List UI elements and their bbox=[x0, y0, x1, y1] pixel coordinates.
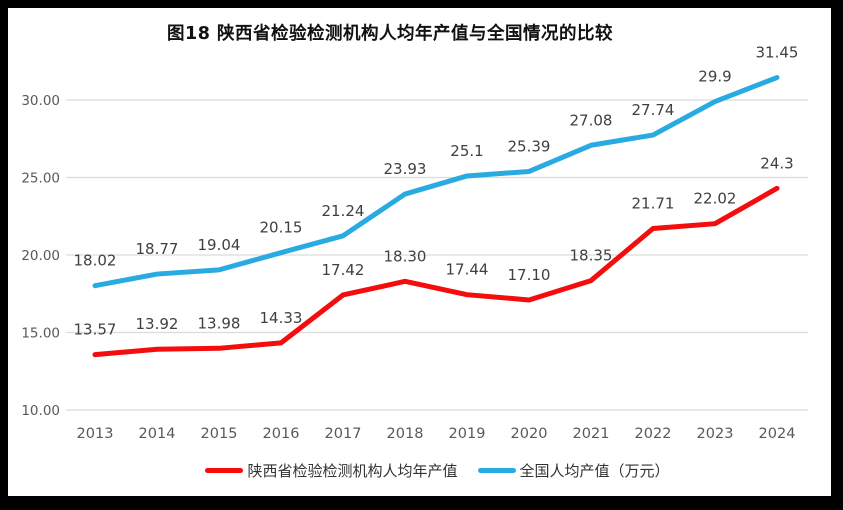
x-axis-tick-label: 2019 bbox=[449, 426, 486, 442]
shaanxi-series-swatch-icon bbox=[205, 468, 244, 473]
x-axis-tick-label: 2014 bbox=[139, 426, 176, 442]
shaanxi-series-line bbox=[92, 185, 780, 358]
data-point-label: 17.42 bbox=[322, 261, 365, 279]
x-axis-tick-label: 2023 bbox=[697, 426, 734, 442]
data-point-label: 17.44 bbox=[446, 261, 489, 279]
x-axis-tick-label: 2015 bbox=[201, 426, 238, 442]
data-point-label: 21.24 bbox=[322, 202, 365, 220]
data-point-label: 23.93 bbox=[384, 160, 427, 178]
data-point-label: 13.57 bbox=[74, 321, 117, 339]
legend-label-shaanxi: 陕西省检验检测机构人均年产值 bbox=[247, 462, 458, 480]
x-axis-tick-label: 2020 bbox=[511, 426, 548, 442]
data-point-label: 18.02 bbox=[74, 252, 117, 270]
data-point-label: 18.77 bbox=[136, 240, 179, 258]
chart-panel: 10.00 15.00 20.00 25.00 30.00 2013 2014 2015 201… bbox=[8, 8, 831, 496]
y-axis-tick-label: 15.00 bbox=[21, 326, 60, 342]
x-axis-tick-label: 2016 bbox=[263, 426, 300, 442]
x-axis-tick-label: 2017 bbox=[325, 426, 362, 442]
national-series-swatch-icon bbox=[477, 468, 516, 473]
chart-legend: 陕西省检验检测机构人均年产值 全国人均产值（万元） bbox=[8, 460, 831, 481]
data-point-label: 14.33 bbox=[260, 309, 303, 327]
legend-item-national: 全国人均产值（万元） bbox=[477, 460, 670, 481]
data-point-label: 13.92 bbox=[136, 315, 179, 333]
x-axis-tick-label: 2018 bbox=[387, 426, 424, 442]
data-point-label: 29.9 bbox=[698, 68, 731, 86]
data-point-label: 18.35 bbox=[570, 247, 613, 265]
data-point-label: 24.3 bbox=[760, 154, 793, 172]
x-axis-tick-label: 2021 bbox=[573, 426, 610, 442]
x-axis-tick-label: 2022 bbox=[635, 426, 672, 442]
y-axis-tick-label: 20.00 bbox=[21, 248, 60, 264]
data-point-label: 17.10 bbox=[508, 266, 551, 284]
chart-title: 图18 陕西省检验检测机构人均年产值与全国情况的比较 bbox=[167, 24, 613, 44]
line-chart: 10.00 15.00 20.00 25.00 30.00 2013 2014 2015 201… bbox=[21, 44, 808, 442]
data-point-label: 31.45 bbox=[756, 44, 799, 62]
legend-label-national: 全国人均产值（万元） bbox=[519, 462, 670, 480]
data-point-label: 25.1 bbox=[450, 142, 483, 160]
data-point-label: 18.30 bbox=[384, 247, 427, 265]
y-axis-tick-label: 10.00 bbox=[21, 403, 60, 419]
data-point-label: 13.98 bbox=[198, 314, 241, 332]
x-axis-tick-label: 2013 bbox=[77, 426, 114, 442]
data-point-label: 27.08 bbox=[570, 111, 613, 129]
data-point-label: 20.15 bbox=[260, 219, 303, 237]
data-point-label: 19.04 bbox=[198, 236, 241, 254]
y-axis-tick-label: 25.00 bbox=[21, 171, 60, 187]
x-axis-tick-label: 2024 bbox=[759, 426, 796, 442]
data-point-label: 21.71 bbox=[632, 194, 675, 212]
y-axis-tick-label: 30.00 bbox=[21, 93, 60, 109]
data-point-label: 25.39 bbox=[508, 137, 551, 155]
legend-item-shaanxi: 陕西省检验检测机构人均年产值 bbox=[205, 460, 458, 481]
national-series-line bbox=[92, 75, 780, 289]
data-point-label: 22.02 bbox=[694, 190, 737, 208]
data-point-label: 27.74 bbox=[632, 101, 675, 119]
